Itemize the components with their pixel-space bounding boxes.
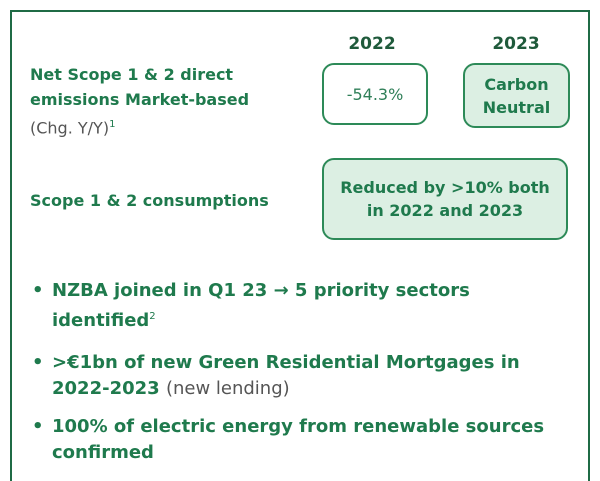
label-note: (Chg. Y/Y) <box>30 118 110 138</box>
row-label: Net Scope 1 & 2 direct emissions Market-… <box>30 62 280 140</box>
column-header: 2023 <box>492 34 540 54</box>
bullet: • >€1bn of new Green Residential Mortgage… <box>32 352 520 399</box>
bullet-text: 100% of electric energy from renewable s… <box>52 416 545 463</box>
column-header: 2022 <box>348 34 396 54</box>
bullet-note: (new lending) <box>165 378 290 399</box>
frame-right <box>588 10 590 481</box>
frame-left <box>10 10 12 481</box>
label-text: Net Scope 1 & 2 direct emissions Market-… <box>30 65 250 109</box>
value-box: Carbon Neutral <box>463 63 570 128</box>
value-box: Reduced by >10% both in 2022 and 2023 <box>322 158 568 240</box>
bullet: • 100% of electric energy from renewable … <box>32 414 552 466</box>
footnote: 1 <box>109 119 116 130</box>
bullet: • NZBA joined in Q1 23 → 5 priority secto… <box>32 280 470 331</box>
value-box: -54.3% <box>322 63 428 125</box>
footnote: 2 <box>149 311 156 322</box>
bullet-text: >€1bn of new Green Residential Mortgages… <box>52 352 520 399</box>
row-label: Scope 1 & 2 consumptions <box>30 191 269 210</box>
frame-top <box>10 10 590 12</box>
bullet-text: NZBA joined in Q1 23 → 5 priority sector… <box>52 280 470 331</box>
